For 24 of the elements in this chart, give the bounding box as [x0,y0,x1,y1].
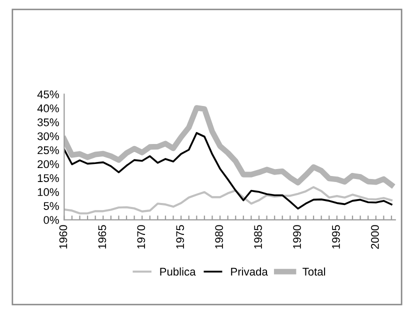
x-tick-label: 1965 [98,225,106,249]
x-tick-label: 1980 [215,225,224,249]
line-series [64,186,393,214]
x-tick-label: 2000 [371,225,379,249]
x-tick-label: 1970 [137,225,146,249]
x-tick-label: 1995 [332,225,340,249]
y-tick-label: 20% [38,160,59,168]
legend-label: Total [302,267,326,276]
y-tick-label: 25% [38,146,59,154]
y-tick-label: 35% [37,118,59,126]
y-tick-label: 5% [44,202,59,210]
y-tick-label: 0% [44,216,59,224]
x-tick-label: 1985 [254,225,262,249]
line-series [64,132,392,210]
legend-label: Privada [231,267,268,276]
x-tick-label: 1975 [176,225,184,249]
legend-label: Publica [160,267,196,276]
y-tick-label: 45% [37,90,59,98]
x-tick-label: 1960 [59,225,68,249]
y-tick-label: 15% [38,174,59,182]
y-tick-label: 30% [37,132,59,140]
y-tick-label: 40% [37,104,59,112]
x-tick-label: 1990 [293,225,301,249]
y-tick-label: 10% [38,188,59,196]
